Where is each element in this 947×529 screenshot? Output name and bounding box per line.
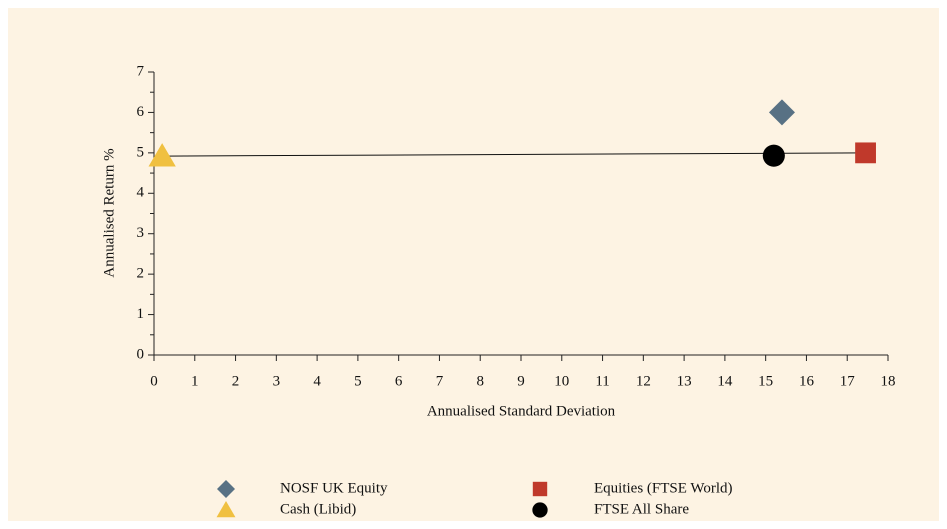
x-tick-label: 10 [554,373,569,389]
y-tick-label: 5 [137,144,145,160]
x-tick-label: 7 [436,373,444,389]
x-tick-label: 5 [354,373,362,389]
legend-label: Cash (Libid) [280,501,356,517]
y-tick-label: 1 [137,306,145,322]
chart-background [8,8,939,521]
x-tick-label: 3 [273,373,281,389]
legend-label: FTSE All Share [594,501,689,517]
y-tick-label: 0 [137,346,145,362]
y-tick-label: 4 [137,185,145,201]
x-tick-label: 0 [150,373,158,389]
x-axis-label: Annualised Standard Deviation [427,403,616,419]
legend-marker [216,501,236,518]
legend-marker [532,481,548,497]
x-tick-label: 15 [758,373,773,389]
x-tick-label: 18 [881,373,896,389]
x-tick-label: 4 [313,373,321,389]
x-tick-label: 9 [517,373,525,389]
x-tick-label: 11 [595,373,609,389]
y-tick-label: 7 [137,63,145,79]
legend-marker [532,502,548,518]
x-tick-label: 8 [476,373,484,389]
x-tick-label: 17 [840,373,856,389]
y-tick-label: 3 [137,225,145,241]
y-axis-label: Annualised Return % [101,148,117,277]
point [855,142,876,164]
point [762,144,785,167]
legend-marker [217,480,235,498]
market-line [162,152,866,157]
legend-label: NOSF UK Equity [280,480,388,496]
x-tick-label: 13 [677,373,692,389]
x-tick-label: 6 [395,373,403,389]
y-tick-label: 2 [137,266,145,282]
x-tick-label: 1 [191,373,199,389]
point [148,143,176,167]
x-tick-label: 14 [717,373,733,389]
x-tick-label: 12 [636,373,651,389]
y-tick-label: 6 [137,104,145,120]
x-tick-label: 16 [799,373,815,389]
legend-label: Equities (FTSE World) [594,480,733,496]
point [768,99,795,126]
x-tick-label: 2 [232,373,240,389]
